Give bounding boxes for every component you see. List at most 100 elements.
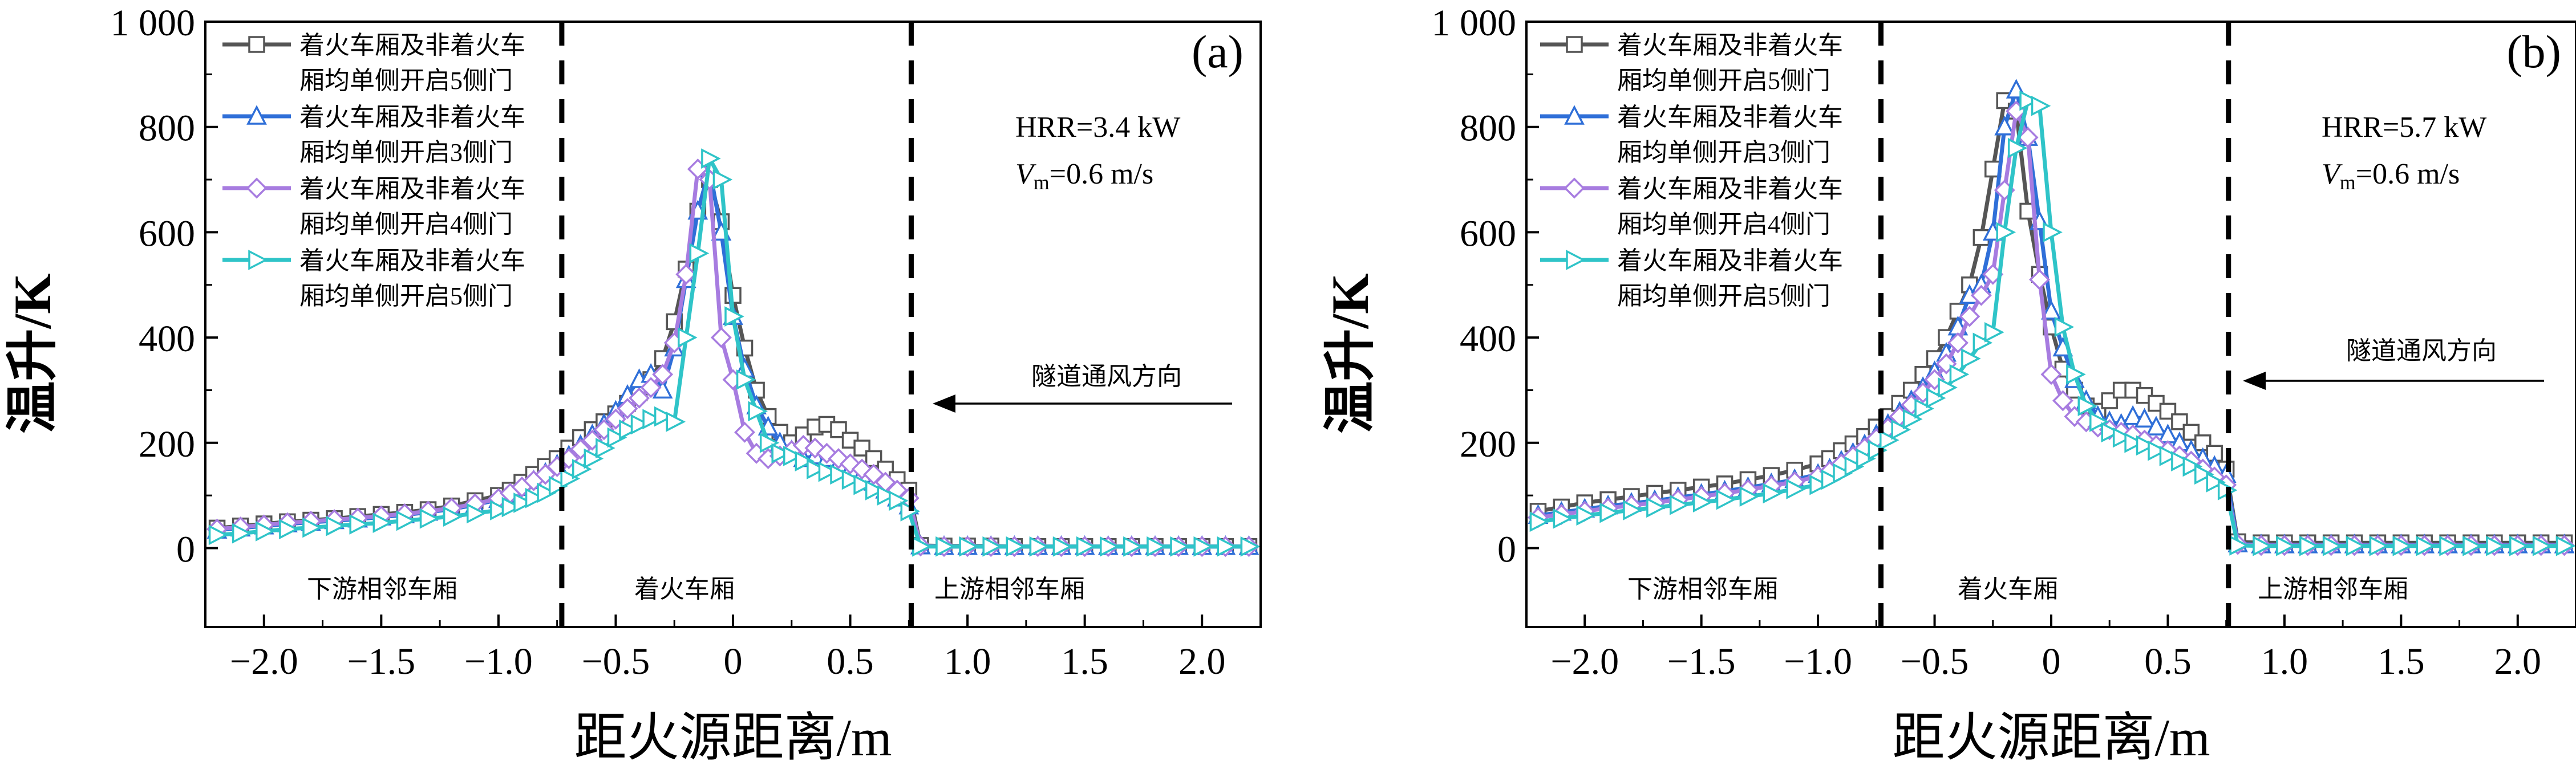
data-point	[246, 105, 267, 125]
data-point	[783, 445, 803, 466]
panel-label: (a)	[1192, 26, 1244, 78]
data-point	[1763, 483, 1783, 504]
y-tick-label: 600	[1460, 213, 1516, 254]
y-tick-label: 1 000	[111, 2, 196, 44]
data-point	[2043, 222, 2063, 243]
zone-label-upstream: 上游相邻车厢	[2258, 575, 2408, 603]
data-point	[1240, 536, 1261, 557]
y-axis-label: 温升/K	[3, 273, 62, 433]
data-point	[617, 398, 638, 420]
data-point	[2159, 445, 2180, 466]
data-point	[877, 485, 897, 506]
data-point	[1716, 489, 1736, 510]
data-point	[841, 469, 862, 490]
legend-label: 着火车厢及非着火车	[299, 31, 525, 59]
panel-b: −2.0 −1.5 −1.0 −0.5 0 0.5 1.0 1.5 2.0 0 200 400 600 8…	[1321, 2, 2576, 767]
zone-label-downstream: 下游相邻车厢	[1627, 575, 1778, 603]
x-axis-label: 距火源距离/m	[574, 709, 892, 767]
hrr-label: HRR=5.7 kW	[2322, 111, 2486, 144]
data-point	[1996, 222, 2016, 243]
panel-a: −2.0 −1.5 −1.0 −0.5 0 0.5 1.0 1.5 2.0 0 200 400 600 8…	[3, 2, 1262, 767]
x-tick-label: 2.0	[1178, 641, 1226, 682]
legend-label: 着火车厢及非着火车	[299, 175, 525, 203]
data-point	[1994, 115, 2015, 136]
y-tick-label: 400	[139, 318, 195, 360]
data-point	[630, 414, 651, 435]
data-point	[701, 148, 721, 169]
x-tick-label: −1.0	[1784, 641, 1852, 682]
data-point	[1947, 332, 1969, 353]
data-point	[2276, 535, 2296, 556]
data-point	[1170, 536, 1190, 557]
data-point	[640, 377, 662, 398]
data-point	[2146, 416, 2166, 436]
data-point	[570, 438, 592, 460]
data-point	[2134, 408, 2155, 428]
data-point	[736, 369, 756, 390]
data-point	[2206, 472, 2226, 493]
data-point	[1076, 536, 1096, 557]
data-point	[1984, 322, 2004, 343]
data-point	[2089, 411, 2109, 432]
data-point	[1821, 469, 1841, 490]
data-point	[607, 427, 627, 448]
data-point	[501, 497, 522, 518]
x-tick-label: 0	[2042, 641, 2061, 682]
data-point	[2031, 95, 2051, 116]
data-point	[490, 500, 510, 520]
data-point	[232, 523, 252, 544]
data-point	[1914, 398, 1934, 419]
data-point	[1926, 388, 1946, 409]
data-point	[2392, 535, 2413, 556]
legend-label: 厢均单侧开启3侧门	[1617, 139, 1830, 166]
y-tick-label: 800	[1460, 108, 1516, 149]
data-point	[1123, 536, 1143, 557]
y-axis-label: 温升/K	[1321, 273, 1379, 433]
data-point	[771, 443, 792, 464]
ventilation-arrow-icon	[933, 394, 1232, 413]
data-point	[2066, 364, 2086, 385]
velocity-symbol: V	[1015, 158, 1036, 190]
data-point	[724, 306, 744, 327]
ventilation-arrow-icon	[2243, 372, 2544, 390]
x-tick-label: 0.5	[827, 641, 874, 682]
data-point	[1576, 505, 1597, 526]
data-point	[935, 536, 955, 557]
data-point	[279, 519, 299, 540]
y-tick-label: 0	[1497, 528, 1516, 570]
data-point	[2555, 535, 2576, 556]
y-tick-label: 400	[1460, 318, 1516, 360]
data-point	[807, 459, 827, 479]
data-point	[2322, 535, 2343, 556]
legend-label: 厢均单侧开启4侧门	[1617, 210, 1830, 238]
y-tick-label: 600	[139, 213, 195, 254]
data-point	[2136, 435, 2156, 456]
data-point	[853, 474, 873, 495]
data-point	[2194, 464, 2214, 485]
data-point	[2101, 422, 2121, 443]
data-point	[1646, 497, 1666, 518]
data-point	[326, 515, 346, 536]
data-point	[525, 487, 545, 508]
data-point	[652, 364, 674, 385]
data-point	[1553, 508, 1573, 529]
data-point	[818, 461, 839, 482]
y-tick-label: 200	[1460, 424, 1516, 465]
legend-label: 厢均单侧开启4侧门	[299, 210, 513, 238]
x-tick-label: −1.5	[347, 641, 415, 682]
ventilation-direction-label: 隧道通风方向	[1031, 363, 1182, 390]
data-point	[2077, 396, 2098, 417]
data-point	[1891, 419, 1911, 440]
zone-label-fire-car: 着火车厢	[1958, 575, 2058, 603]
data-point	[2019, 90, 2039, 111]
x-tick-label: 1.0	[944, 641, 991, 682]
x-tick-label: −0.5	[582, 641, 650, 682]
data-point	[1670, 494, 1690, 515]
velocity-value: =0.6 m/s	[2356, 158, 2460, 190]
x-tick-label: −2.0	[1550, 641, 1619, 682]
data-point	[302, 517, 322, 538]
data-point	[248, 250, 268, 270]
data-point	[1529, 511, 1550, 532]
zone-label-fire-car: 着火车厢	[634, 575, 735, 603]
